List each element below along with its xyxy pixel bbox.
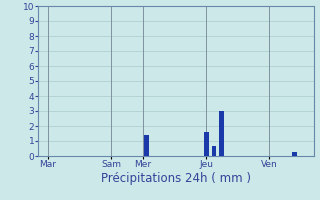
- Bar: [144, 135, 149, 156]
- Bar: [219, 111, 224, 156]
- Bar: [292, 152, 297, 156]
- X-axis label: Précipitations 24h ( mm ): Précipitations 24h ( mm ): [101, 172, 251, 185]
- Bar: [212, 146, 216, 156]
- Bar: [204, 132, 209, 156]
